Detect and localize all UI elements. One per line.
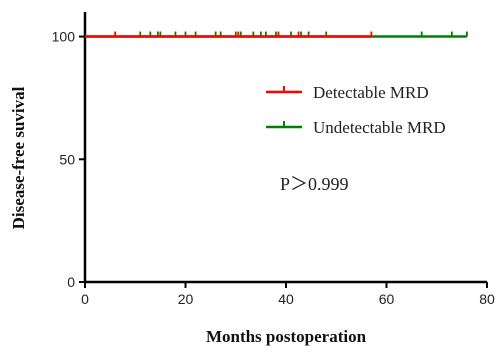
legend-item-detectable: Detectable MRD xyxy=(266,83,429,102)
y-tick-label: 50 xyxy=(59,151,75,167)
y-axis-title: Disease-free suvival xyxy=(9,86,28,229)
legend-item-undetectable: Undetectable MRD xyxy=(266,118,446,137)
axes xyxy=(83,12,487,284)
x-tick-label: 20 xyxy=(178,291,194,307)
x-tick-label: 60 xyxy=(379,291,395,307)
y-tick-label: 100 xyxy=(52,29,76,45)
series-layer xyxy=(85,31,468,38)
p-value-annotation: P＞0.999 xyxy=(280,174,349,194)
x-tick-label: 40 xyxy=(278,291,294,307)
x-axis-title: Months postoperation xyxy=(206,327,367,346)
y-tick-label: 0 xyxy=(67,274,75,290)
legend: Detectable MRD Undetectable MRD xyxy=(266,83,446,137)
ticks: 0 20 40 60 80 0 50 100 xyxy=(52,29,495,307)
legend-label-detectable: Detectable MRD xyxy=(313,83,429,102)
x-tick-label: 0 xyxy=(81,291,89,307)
legend-label-undetectable: Undetectable MRD xyxy=(313,118,446,137)
x-tick-label: 80 xyxy=(479,291,495,307)
